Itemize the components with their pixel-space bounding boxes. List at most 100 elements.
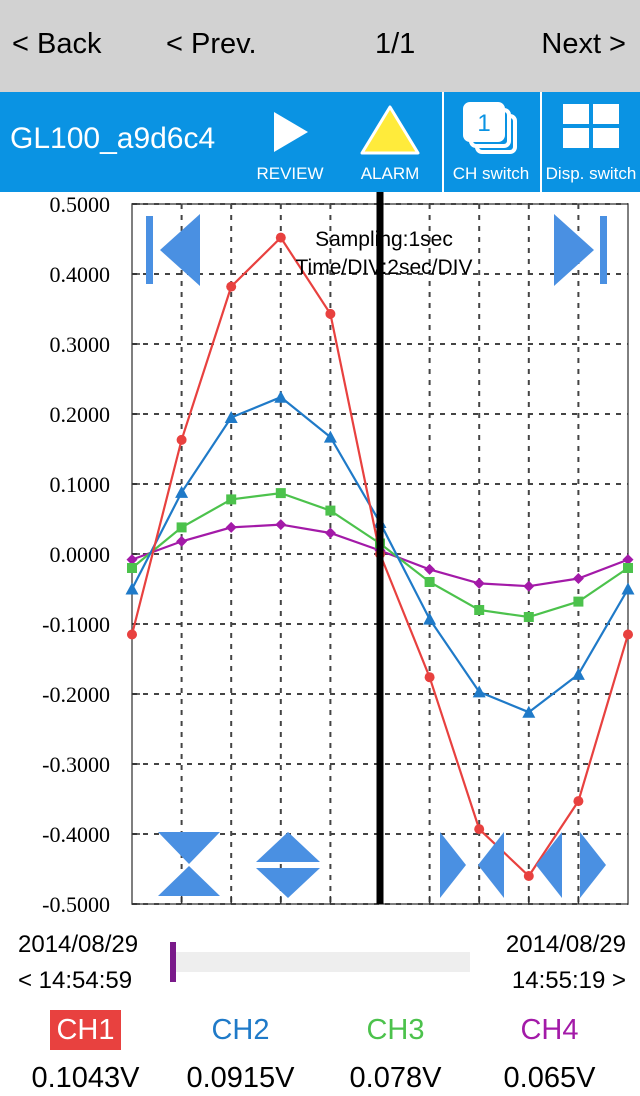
y-tick-label: -0.3000 (42, 752, 110, 777)
channel-3-name: CH3 (366, 1014, 425, 1046)
disp-switch-label: Disp. switch (545, 164, 637, 183)
triangle-up-icon (256, 832, 320, 862)
alarm-button[interactable]: ALARM (348, 92, 432, 192)
jump-to-end-bar (600, 216, 607, 284)
y-tick-label: 0.5000 (50, 192, 111, 217)
triangle-right-icon (440, 832, 466, 898)
jump-to-start-bar (146, 216, 153, 284)
data-point (226, 281, 237, 292)
data-point (424, 577, 435, 587)
data-point (127, 563, 137, 573)
channel-2-readout[interactable]: CH2 0.0915V (163, 1010, 318, 1095)
data-point (323, 430, 337, 443)
time-slider-thumb[interactable] (170, 942, 176, 982)
play-icon (274, 112, 308, 152)
jump-to-start-icon (160, 214, 200, 286)
data-point (572, 573, 584, 584)
back-button[interactable]: < Back (12, 28, 102, 60)
data-point (225, 521, 237, 533)
start-time-button[interactable]: 2014/08/29 < 14:54:59 (18, 927, 138, 999)
channel-3-readout[interactable]: CH3 0.078V (318, 1010, 473, 1095)
layered-cards-icon: 1 (463, 102, 517, 154)
data-point (472, 685, 486, 698)
device-name: GL100_a9d6c4 (10, 122, 216, 155)
data-point (424, 563, 436, 575)
data-point (274, 390, 288, 403)
channel-readouts: CH1 0.1043V CH2 0.0915V CH3 0.078V CH4 0… (0, 1010, 640, 1096)
triangle-up-icon (158, 866, 220, 896)
end-time: 14:55:19 > (511, 967, 626, 994)
end-time-button[interactable]: 2014/08/29 14:55:19 > (506, 927, 626, 999)
data-point (125, 582, 139, 595)
data-point (622, 554, 634, 566)
data-point (474, 605, 485, 615)
y-tick-label: -0.5000 (42, 892, 110, 917)
data-point (523, 612, 534, 622)
disp-switch-button[interactable]: Disp. switch (540, 92, 640, 192)
triangle-down-icon (256, 868, 320, 898)
data-point (324, 527, 336, 539)
data-point (423, 612, 437, 625)
y-zoom-out-button[interactable] (256, 832, 320, 898)
x-zoom-in-button[interactable] (440, 832, 504, 898)
x-zoom-out-button[interactable] (536, 832, 606, 898)
y-tick-label: 0.3000 (50, 332, 111, 357)
start-time: < 14:54:59 (18, 967, 133, 994)
channel-1-value: 0.1043V (31, 1062, 140, 1094)
data-point (424, 672, 435, 683)
jump-to-end-button[interactable] (554, 214, 607, 286)
time-range-bar: 2014/08/29 < 14:54:59 2014/08/29 14:55:1… (0, 925, 640, 1005)
channel-1-readout[interactable]: CH1 0.1043V (8, 1010, 163, 1095)
data-point (522, 705, 536, 718)
grid-layout-icon (563, 104, 619, 148)
data-point (226, 494, 237, 505)
end-date: 2014/08/29 (505, 931, 626, 958)
triangle-left-icon (478, 832, 504, 898)
review-button[interactable]: REVIEW (248, 92, 332, 192)
y-tick-label: -0.4000 (42, 822, 110, 847)
next-button[interactable]: Next > (541, 28, 626, 60)
time-slider-track[interactable] (172, 952, 470, 972)
jump-to-end-icon (554, 214, 594, 286)
data-point (573, 796, 584, 807)
ch-switch-label: CH switch (452, 164, 530, 183)
alarm-label: ALARM (360, 164, 420, 183)
start-date: 2014/08/29 (18, 931, 139, 958)
data-point (126, 554, 138, 566)
y-axis-labels: 0.5000 0.4000 0.3000 0.2000 0.1000 0.0000 -0.1… (42, 192, 110, 917)
data-point (523, 580, 535, 592)
data-point (175, 485, 189, 498)
data-point (127, 629, 137, 640)
data-point (621, 582, 635, 595)
triangle-left-icon (536, 832, 562, 898)
y-zoom-in-button[interactable] (158, 832, 220, 896)
page-indicator: 1/1 (375, 28, 416, 60)
channel-3-value: 0.078V (349, 1062, 442, 1094)
data-point (623, 629, 633, 640)
data-point (176, 522, 187, 533)
top-nav-bar: < Back < Prev. 1/1 Next > (0, 0, 640, 92)
data-point (325, 308, 336, 319)
triangle-down-icon (158, 832, 220, 864)
waveform-chart[interactable]: 0.5000 0.4000 0.3000 0.2000 0.1000 0.0000 -0.1… (0, 192, 640, 922)
y-tick-label: 0.2000 (50, 402, 111, 427)
channel-2-value: 0.0915V (186, 1062, 295, 1094)
data-point (623, 563, 633, 573)
prev-button[interactable]: < Prev. (166, 28, 257, 60)
y-tick-label: -0.1000 (42, 612, 110, 637)
review-label: REVIEW (256, 164, 324, 183)
sampling-label: Sampling:1sec (315, 228, 453, 251)
time-div-label: Time/DIV:2sec/DIV (296, 256, 473, 279)
ch-switch-button[interactable]: 1 CH switch (442, 92, 538, 192)
y-tick-label: 0.0000 (50, 542, 111, 567)
channel-4-readout[interactable]: CH4 0.065V (472, 1010, 627, 1095)
data-point (325, 505, 336, 516)
data-point (473, 577, 485, 589)
data-point (474, 824, 485, 835)
jump-to-start-button[interactable] (146, 214, 200, 286)
alarm-triangle-icon (360, 105, 420, 155)
channel-1-name: CH1 (50, 1010, 121, 1050)
data-point (573, 596, 584, 607)
ch-switch-badge: 1 (477, 110, 490, 137)
data-point (571, 667, 585, 680)
